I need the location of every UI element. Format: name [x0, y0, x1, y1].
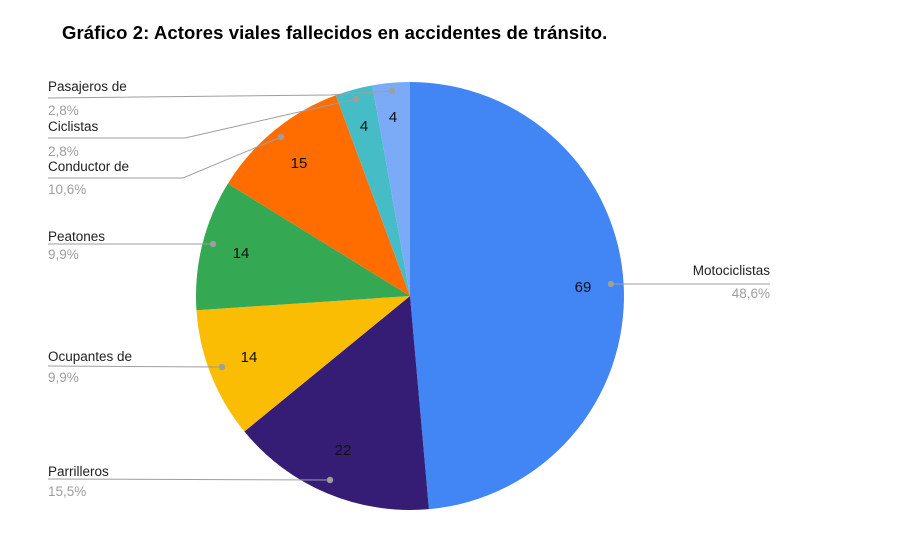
pie-slice-peatones	[195, 183, 410, 311]
leader-line-ciclistas	[48, 98, 357, 139]
callout-label-conductor-de: Conductor de	[48, 159, 130, 174]
slice-value-label: 4	[360, 118, 368, 135]
callout-percent-parrilleros: 15,5%	[48, 484, 87, 499]
pie-slice-pasajeros-de	[372, 82, 410, 296]
slice-value-label: 4	[389, 109, 397, 126]
pie-slice-motociclistas	[410, 82, 624, 510]
leader-line-conductor-de	[48, 136, 282, 179]
callout-label-ocupantes-de: Ocupantes de	[48, 349, 133, 364]
callout-percent-pasajeros-de: 2,8%	[48, 103, 79, 118]
leader-dot	[607, 280, 615, 288]
callout-label-motociclistas: Motociclistas	[692, 263, 770, 278]
callout-percent-ocupantes-de: 9,9%	[48, 370, 79, 385]
callout-label-parrilleros: Parrilleros	[48, 464, 109, 479]
leader-dot	[352, 95, 360, 103]
callout-percent-conductor-de: 10,6%	[48, 182, 87, 197]
slice-value-label: 14	[233, 245, 250, 262]
callout-label-pasajeros-de: Pasajeros de	[48, 79, 127, 94]
slice-value-label: 22	[335, 442, 352, 459]
callout-percent-ciclistas: 2,8%	[48, 144, 79, 159]
pie-slice-ciclistas	[335, 85, 410, 296]
leader-dot	[388, 87, 396, 95]
callout-percent-motociclistas: 48,6%	[731, 286, 770, 301]
callout-percent-peatones: 9,9%	[48, 247, 79, 262]
leader-dot	[277, 133, 285, 141]
leader-line-pasajeros-de	[47, 90, 393, 99]
callout-label-ciclistas: Ciclistas	[48, 119, 99, 134]
slice-value-label: 69	[575, 279, 592, 296]
callout-label-peatones: Peatones	[48, 229, 106, 244]
pie-slice-parrilleros	[244, 296, 429, 510]
leader-dot	[218, 363, 226, 371]
leader-line-ocupantes-de	[47, 365, 223, 368]
pie-slice-ocupantes-de	[196, 296, 410, 432]
leader-line-parrilleros	[47, 478, 331, 481]
leader-dot	[209, 240, 217, 248]
pie-slice-conductor-de	[227, 95, 410, 297]
chart-title: Gráfico 2: Actores viales fallecidos en …	[62, 22, 608, 43]
leader-dot	[326, 476, 334, 484]
slice-value-label: 15	[291, 155, 308, 172]
slice-value-label: 14	[241, 349, 258, 366]
